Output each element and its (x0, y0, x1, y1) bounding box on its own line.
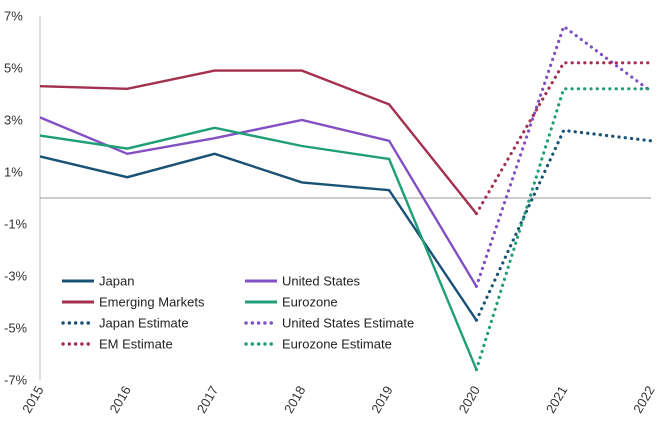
x-tick-label: 2016 (106, 383, 133, 416)
legend-label: United States Estimate (282, 316, 414, 331)
y-tick-label: 5% (4, 61, 23, 76)
y-tick-label: 1% (4, 165, 23, 180)
axis-layer: 7% 5% 3% 1% -1% -3% -5% -7%2015 2016 2017 2018 2019… (4, 9, 658, 416)
legend-label: Eurozone (282, 295, 338, 310)
y-tick-label: -3% (4, 269, 28, 284)
legend-item-united-states: United States (245, 274, 361, 289)
series-line-eurozone (39, 126, 478, 371)
legend-label: EM Estimate (99, 337, 173, 352)
y-tick-label: 7% (4, 9, 23, 24)
y-tick-label: 3% (4, 113, 23, 128)
series-line-em-estimate (474, 61, 653, 216)
series-line-eurozone-estimate (474, 87, 653, 372)
legend-item-eurozone: Eurozone (245, 295, 338, 310)
x-tick-label: 2020 (456, 383, 483, 416)
legend-label: Eurozone Estimate (282, 337, 392, 352)
legend-item-emerging-markets: Emerging Markets (62, 295, 205, 310)
series-line-united-states-estimate (474, 23, 653, 288)
legend-item-japan-estimate: Japan Estimate (61, 316, 189, 331)
legend-item-eurozone-estimate: Eurozone Estimate (244, 337, 392, 352)
legend-item-japan: Japan (62, 274, 134, 289)
x-tick-label: 2021 (543, 383, 570, 416)
series-line-japan-estimate (474, 128, 653, 322)
x-tick-label: 2015 (19, 383, 46, 416)
legend-label: United States (282, 274, 361, 289)
series-layer (39, 23, 653, 372)
x-tick-label: 2019 (368, 383, 395, 416)
y-tick-label: -7% (4, 373, 28, 388)
y-tick-label: -1% (4, 217, 28, 232)
legend: Japan United States Emerging Markets Eurozo… (61, 274, 414, 352)
x-tick-label: 2017 (194, 383, 221, 416)
series-line-emerging-markets (39, 69, 478, 215)
x-tick-label: 2018 (281, 383, 308, 416)
series-line-united-states (39, 116, 478, 288)
legend-label: Japan Estimate (99, 316, 189, 331)
legend-item-united-states-estimate: United States Estimate (244, 316, 414, 331)
series-line-japan (39, 152, 478, 321)
x-tick-label: 2022 (630, 383, 657, 416)
legend-item-em-estimate: EM Estimate (61, 337, 173, 352)
legend-label: Japan (99, 274, 134, 289)
legend-label: Emerging Markets (99, 295, 205, 310)
y-tick-label: -5% (4, 321, 28, 336)
